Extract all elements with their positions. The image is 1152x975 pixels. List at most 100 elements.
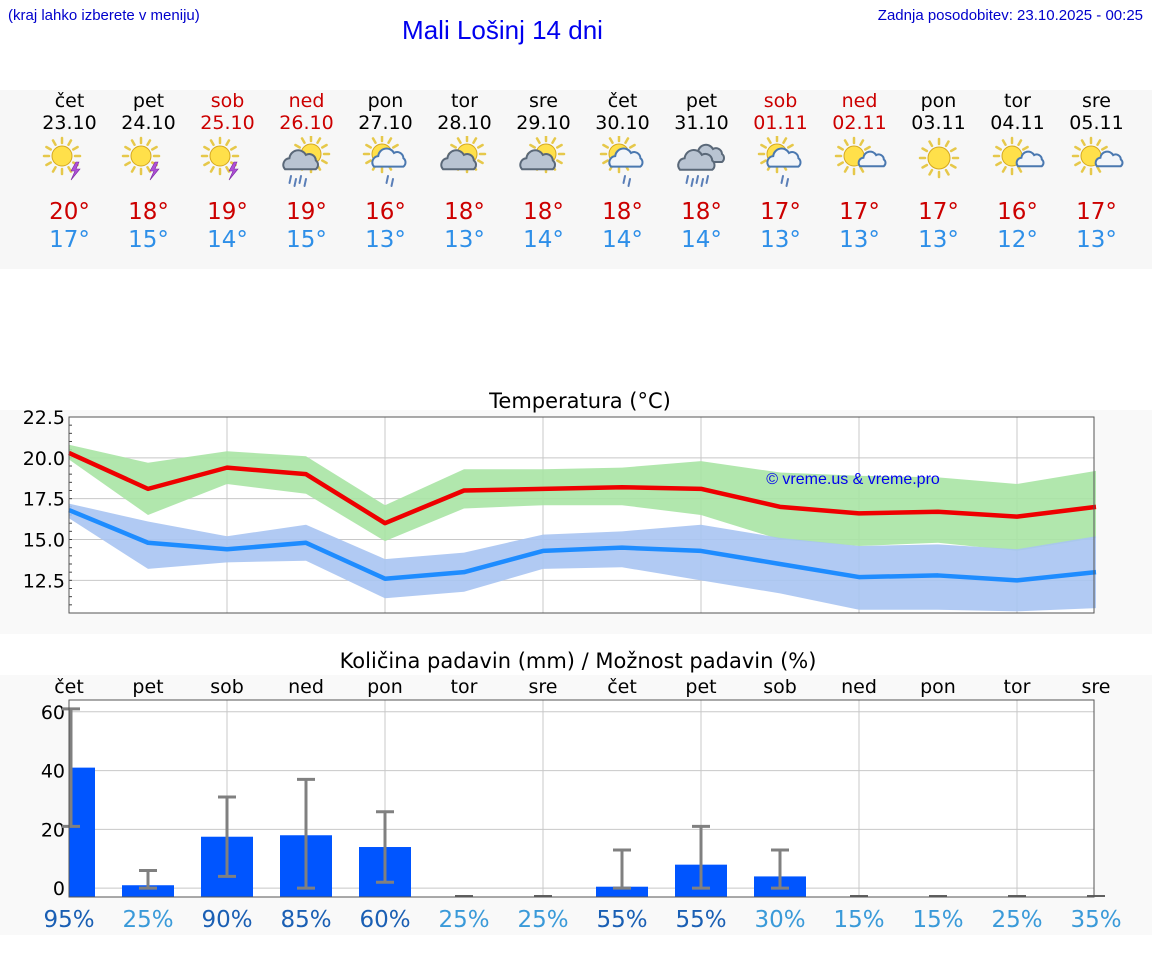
y-tick-label: 22.5 <box>23 407 65 429</box>
sun-cloud-icon <box>519 136 566 174</box>
sun-icon <box>899 134 978 198</box>
temp-min: 13° <box>918 227 959 253</box>
temp-max: 18° <box>523 199 564 225</box>
temp-max: 17° <box>1076 199 1117 225</box>
temp-min: 12° <box>997 227 1038 253</box>
sun-thunder-icon <box>188 134 267 198</box>
day-name: ned <box>841 90 878 112</box>
temp-min: 13° <box>760 227 801 253</box>
icon-graphic <box>440 136 487 174</box>
precip-bar <box>596 886 648 897</box>
sun-cloud-icon <box>425 134 504 198</box>
day-name: pet <box>132 90 165 112</box>
day-date: 04.11 <box>990 112 1045 134</box>
icon-graphic <box>992 136 1045 176</box>
min-temp-line <box>68 508 1097 583</box>
day-name: sre <box>1082 90 1111 112</box>
y-tick-label: 12.5 <box>23 570 65 592</box>
day-name: ned <box>288 90 325 112</box>
sun-small-cloud-icon <box>1057 134 1136 198</box>
icon-graphic <box>519 136 566 174</box>
cloud-heavy-rain-icon <box>662 134 741 198</box>
precip-probability: 15% <box>833 907 884 933</box>
y-tick-label: 60 <box>41 702 65 724</box>
precip-bar <box>69 767 95 897</box>
precip-probability: 25% <box>991 907 1042 933</box>
day-name: čet <box>54 90 85 112</box>
day-column: čet 23.10 20° 17° <box>30 90 109 254</box>
precip-probability: 15% <box>912 907 963 933</box>
forecast-strip <box>0 90 1152 269</box>
max-temp-band <box>69 444 1096 551</box>
precipitation-title: Količina padavin (mm) / Možnost padavin … <box>340 649 817 673</box>
plot-frame <box>68 699 1095 898</box>
icon-graphic <box>757 136 802 187</box>
day-column: tor 04.11 16° 12° <box>978 90 1057 254</box>
precip-probability: 25% <box>517 907 568 933</box>
day-name: sre <box>529 90 558 112</box>
day-column: sob 01.11 17° 13° <box>741 90 820 254</box>
category-label: pon <box>920 676 956 698</box>
category-label: pet <box>132 676 163 698</box>
day-name: sob <box>210 90 245 112</box>
icon-graphic <box>121 136 161 181</box>
sun-cloud-rain-icon <box>583 134 662 198</box>
sun-thunder-icon <box>109 134 188 198</box>
day-date: 27.10 <box>358 112 413 134</box>
sun-cloud-rain-icon <box>757 136 802 187</box>
temp-max: 17° <box>760 199 801 225</box>
day-name: pon <box>920 90 957 112</box>
temp-min: 13° <box>444 227 485 253</box>
precipitation-chart: Količina padavin (mm) / Možnost padavin … <box>41 649 1122 933</box>
category-label: čet <box>607 676 637 698</box>
temp-min: 17° <box>49 227 90 253</box>
day-date: 28.10 <box>437 112 492 134</box>
category-label: pon <box>367 676 403 698</box>
page-title: Mali Lošinj 14 dni <box>402 15 603 45</box>
category-label: sre <box>529 676 558 698</box>
day-date: 26.10 <box>279 112 334 134</box>
icon-graphic <box>918 137 960 179</box>
day-column: pon 03.11 17° 13° <box>899 90 978 254</box>
day-name: pet <box>685 90 718 112</box>
icon-graphic <box>200 136 240 181</box>
category-label: sob <box>210 676 244 698</box>
day-name: čet <box>607 90 638 112</box>
temp-max: 17° <box>918 199 959 225</box>
day-column: pon 27.10 16° 13° <box>346 90 425 254</box>
temp-min: 13° <box>365 227 406 253</box>
sun-cloud-rain-icon <box>741 134 820 198</box>
precip-probability: 95% <box>43 907 94 933</box>
min-temp-band <box>69 503 1096 612</box>
sun-cloud-icon <box>504 134 583 198</box>
day-date: 25.10 <box>200 112 255 134</box>
day-column: tor 28.10 18° 13° <box>425 90 504 254</box>
watermark: © vreme.us & vreme.pro <box>766 471 940 488</box>
temp-min: 15° <box>128 227 169 253</box>
sun-small-cloud-icon <box>834 136 887 176</box>
temp-max: 16° <box>997 199 1038 225</box>
precip-probability: 85% <box>280 907 331 933</box>
day-name: tor <box>451 90 478 112</box>
sun-thunder-icon <box>30 134 109 198</box>
sun-icon <box>918 137 960 179</box>
sun-cloud-heavy-rain-icon <box>282 136 331 187</box>
temp-max: 17° <box>839 199 880 225</box>
y-tick-label: 17.5 <box>23 489 65 511</box>
category-label: sre <box>1082 676 1111 698</box>
max-temp-line <box>68 450 1097 526</box>
temp-max: 19° <box>286 199 327 225</box>
y-tick-label: 20 <box>41 819 65 841</box>
sun-thunder-icon <box>42 136 82 181</box>
precip-probability: 30% <box>754 907 805 933</box>
precip-bar <box>122 885 174 897</box>
temp-min: 13° <box>839 227 880 253</box>
day-date: 01.11 <box>753 112 808 134</box>
day-date: 31.10 <box>674 112 729 134</box>
day-column: pet 31.10 18° 14° <box>662 90 741 254</box>
sun-cloud-icon <box>440 136 487 174</box>
day-date: 05.11 <box>1069 112 1124 134</box>
temp-min: 14° <box>602 227 643 253</box>
day-column: ned 02.11 17° 13° <box>820 90 899 254</box>
temp-max: 18° <box>128 199 169 225</box>
